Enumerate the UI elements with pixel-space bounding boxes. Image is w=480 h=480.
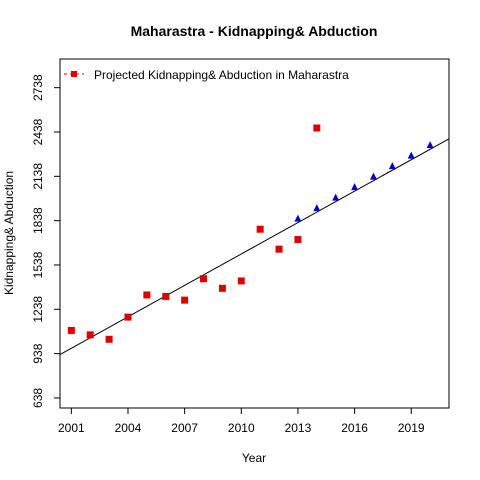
projected-point bbox=[388, 162, 396, 170]
x-tick-label: 2001 bbox=[58, 421, 85, 435]
x-tick-label: 2013 bbox=[285, 421, 312, 435]
y-tick-label: 2438 bbox=[31, 118, 45, 145]
y-tick-label: 638 bbox=[31, 388, 45, 408]
actual-point bbox=[181, 296, 189, 304]
actual-point bbox=[86, 331, 94, 339]
actual-point bbox=[162, 292, 170, 300]
projected-point bbox=[369, 172, 377, 180]
actual-point bbox=[218, 284, 226, 292]
actual-point bbox=[105, 335, 113, 343]
projected-point bbox=[313, 204, 321, 212]
y-tick-label: 1538 bbox=[31, 251, 45, 278]
chart-title: Maharastra - Kidnapping& Abduction bbox=[131, 23, 378, 39]
x-tick-label: 2016 bbox=[341, 421, 368, 435]
x-axis-title: Year bbox=[242, 451, 266, 465]
y-axis: 638 938 1238 1538 1838 2138 2438 2738 bbox=[31, 74, 60, 408]
projected-point bbox=[407, 151, 415, 159]
actual-point bbox=[313, 124, 321, 132]
legend-label: Projected Kidnapping& Abduction in Mahar… bbox=[94, 68, 349, 82]
y-tick-label: 2738 bbox=[31, 74, 45, 101]
actual-point bbox=[294, 236, 302, 244]
projected-point bbox=[426, 141, 434, 149]
actual-point bbox=[237, 277, 245, 285]
actual-point bbox=[200, 275, 208, 283]
legend-marker bbox=[71, 71, 77, 77]
x-tick-label: 2007 bbox=[171, 421, 198, 435]
actual-point bbox=[124, 313, 132, 321]
x-tick-label: 2010 bbox=[228, 421, 255, 435]
y-tick-label: 938 bbox=[31, 343, 45, 363]
actual-point bbox=[275, 245, 283, 253]
legend: Projected Kidnapping& Abduction in Mahar… bbox=[64, 68, 349, 82]
projected-point bbox=[351, 183, 359, 191]
actual-point bbox=[67, 326, 75, 334]
plot-frame bbox=[59, 58, 450, 409]
x-axis: 2001 2004 2007 2010 2013 2016 2019 bbox=[58, 408, 425, 435]
projected-point bbox=[332, 193, 340, 201]
y-tick-label: 1838 bbox=[31, 207, 45, 234]
y-tick-label: 1238 bbox=[31, 296, 45, 323]
x-tick-label: 2004 bbox=[115, 421, 142, 435]
data-points bbox=[67, 124, 434, 343]
actual-point bbox=[143, 291, 151, 299]
projected-point bbox=[294, 214, 302, 222]
y-tick-label: 2138 bbox=[31, 163, 45, 190]
y-axis-title: Kidnapping& Abduction bbox=[2, 171, 16, 295]
actual-point bbox=[256, 225, 264, 233]
x-tick-label: 2019 bbox=[398, 421, 425, 435]
